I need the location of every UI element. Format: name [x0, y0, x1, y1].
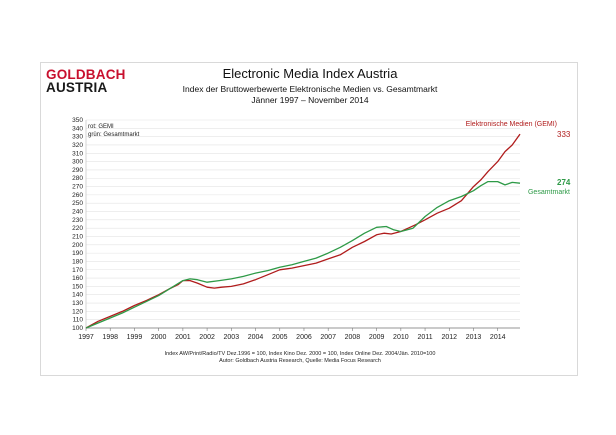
end-value-gemi: 333 — [557, 130, 571, 139]
legend-entry: rot: GEMI — [88, 124, 114, 130]
series-labels: Elektronische Medien (GEMI)333 274 Gesamtm… — [466, 121, 571, 196]
end-value-gesamtmarkt: 274 — [557, 178, 571, 187]
x-tick-label: 2010 — [393, 334, 409, 341]
x-tick-label: 2004 — [248, 334, 264, 341]
y-tick-label: 210 — [72, 233, 83, 240]
x-tick-label: 2011 — [418, 334, 433, 341]
y-tick-label: 280 — [72, 175, 83, 182]
y-tick-label: 240 — [72, 209, 83, 216]
series-line-gesamtmarkt — [85, 180, 521, 329]
y-tick-label: 220 — [72, 225, 83, 232]
gridlines — [85, 119, 520, 329]
y-tick-label: 150 — [72, 283, 83, 290]
x-tick-label: 2012 — [441, 334, 457, 341]
y-tick-label: 120 — [72, 308, 83, 315]
y-tick-label: 200 — [72, 242, 83, 249]
x-tick-label: 2000 — [151, 334, 167, 341]
x-tick-label: 2008 — [345, 334, 361, 341]
x-tick-label: 1998 — [102, 334, 118, 341]
x-tick-label: 2014 — [490, 334, 506, 341]
y-axis-ticks: 1001101201301401501601701801902002102202… — [72, 117, 83, 332]
y-tick-label: 250 — [72, 200, 83, 207]
y-tick-label: 170 — [72, 267, 83, 274]
y-tick-label: 300 — [72, 159, 83, 166]
chart-frame — [40, 62, 578, 376]
y-tick-label: 320 — [72, 142, 83, 149]
x-tick-label: 2013 — [466, 334, 482, 341]
footnote-index-base: Index AW/Print/Radio/TV Dez.1996 = 100, … — [164, 351, 436, 357]
y-tick-label: 310 — [72, 150, 83, 157]
y-tick-label: 290 — [72, 167, 83, 174]
x-axis-ticks: 1997 1998 1999 2000 2001 2002 2003 2004 2005 2006… — [78, 328, 506, 341]
chart-title: Electronic Media Index Austria — [222, 66, 398, 81]
legend-entry: grün: Gesamtmarkt — [88, 132, 140, 138]
y-tick-label: 330 — [72, 134, 83, 141]
series-label-gemi: Elektronische Medien (GEMI) — [466, 121, 557, 128]
y-tick-label: 270 — [72, 184, 83, 191]
series-lines — [85, 133, 521, 329]
y-tick-label: 160 — [72, 275, 83, 282]
x-tick-label: 2001 — [175, 334, 191, 341]
y-tick-label: 130 — [72, 300, 83, 307]
x-tick-label: 2005 — [272, 334, 288, 341]
y-tick-label: 340 — [72, 125, 83, 132]
y-tick-label: 110 — [73, 317, 84, 324]
chart-subtitle: Index der Bruttowerbewerte Elektronische… — [182, 84, 438, 94]
y-tick-label: 260 — [72, 192, 83, 199]
y-tick-label: 100 — [72, 325, 83, 332]
x-tick-label: 1997 — [78, 334, 94, 341]
y-tick-label: 230 — [72, 217, 83, 224]
y-tick-label: 190 — [72, 250, 83, 257]
y-tick-label: 350 — [72, 117, 83, 124]
goldbach-austria-logo: GOLDBACH AUSTRIA — [46, 67, 126, 95]
logo-line2: AUSTRIA — [46, 80, 108, 95]
legend: rot: GEMI grün: Gesamtmarkt — [88, 124, 140, 138]
y-tick-label: 140 — [72, 292, 83, 299]
x-tick-label: 2006 — [296, 334, 312, 341]
x-tick-label: 1999 — [127, 334, 143, 341]
x-tick-label: 2009 — [369, 334, 385, 341]
footnote-source: Autor: Goldbach Austria Research, Quelle… — [219, 358, 381, 364]
x-tick-label: 2002 — [199, 334, 215, 341]
x-tick-label: 2003 — [224, 334, 240, 341]
chart-date-range: Jänner 1997 – November 2014 — [251, 95, 369, 105]
x-tick-label: 2007 — [320, 334, 336, 341]
logo-line1: GOLDBACH — [46, 67, 126, 82]
series-label-gesamtmarkt: Gesamtmarkt — [528, 189, 570, 196]
y-tick-label: 180 — [72, 258, 83, 265]
